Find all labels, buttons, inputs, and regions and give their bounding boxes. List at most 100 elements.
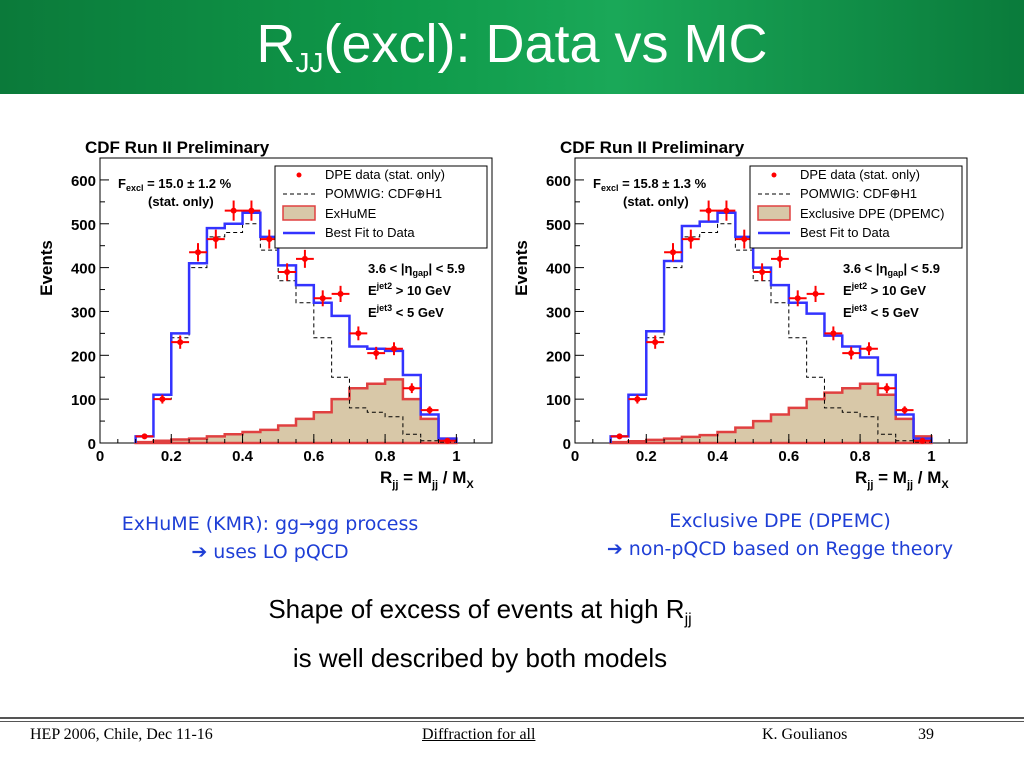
- data-point: [687, 236, 694, 243]
- data-point: [812, 290, 819, 297]
- legend-entry: DPE data (stat. only): [800, 167, 920, 182]
- data-point: [866, 345, 872, 352]
- data-point: [355, 330, 362, 337]
- x-tick-label: 0.2: [161, 448, 182, 465]
- caption-right: Exclusive DPE (DPEMC) ➔ non-pQCD based o…: [540, 507, 1020, 563]
- cut-jet2: Ejet2 > 10 GeV: [368, 281, 451, 298]
- cut-eta-gap: 3.6 < |ηgap| < 5.9: [368, 261, 465, 278]
- caption-right-line1: Exclusive DPE (DPEMC): [669, 510, 891, 532]
- legend-entry: Best Fit to Data: [325, 225, 415, 240]
- fexcl-note: (stat. only): [148, 194, 214, 209]
- data-point: [391, 345, 397, 352]
- legend-entry: POMWIG: CDF⊕H1: [325, 186, 442, 201]
- chart-left: CDF Run II Preliminary Events 0 100 200 300 40…: [30, 128, 510, 500]
- data-point: [723, 207, 730, 214]
- chart-left-svg: CDF Run II Preliminary Events 0 100 200 300 40…: [37, 138, 493, 491]
- fexcl-note: (stat. only): [623, 194, 689, 209]
- x-tick-label: 0.4: [707, 448, 729, 465]
- legend-data-marker: [771, 172, 777, 178]
- y-tick-label: 100: [71, 392, 96, 409]
- legend-entry: POMWIG: CDF⊕H1: [800, 186, 917, 201]
- legend-model-marker: [282, 205, 316, 221]
- legend-entry: Best Fit to Data: [800, 225, 890, 240]
- fexcl-label: Fexcl = 15.0 ± 1.2 %: [118, 176, 232, 193]
- y-tick-label: 100: [546, 392, 571, 409]
- footer-talk-link[interactable]: Diffraction for all: [422, 726, 536, 743]
- y-tick-label: 0: [563, 436, 571, 453]
- chart-right: CDF Run II Preliminary Events 0 100 200 300 40…: [505, 128, 985, 500]
- cut-jet3: Ejet3 < 5 GeV: [843, 303, 919, 320]
- data-point: [266, 236, 273, 243]
- y-tick-label: 600: [546, 173, 571, 190]
- fexcl-label: Fexcl = 15.8 ± 1.3 %: [593, 176, 707, 193]
- y-tick-label: 200: [71, 348, 96, 365]
- caption-left-line2: ➔ uses LO pQCD: [191, 541, 349, 563]
- footer-divider-thin: [0, 721, 1024, 722]
- data-point: [212, 236, 219, 243]
- x-tick-label: 0.4: [232, 448, 254, 465]
- data-point: [741, 236, 748, 243]
- data-point: [652, 339, 659, 346]
- y-tick-label: 300: [546, 304, 571, 321]
- legend-data-marker: [296, 172, 302, 178]
- x-tick-label: 0.8: [850, 448, 871, 465]
- y-tick-label: 400: [546, 261, 571, 278]
- x-tick-label: 1: [927, 448, 935, 465]
- x-tick-label: 0: [96, 448, 104, 465]
- x-tick-label: 1: [452, 448, 460, 465]
- data-point: [830, 330, 837, 337]
- caption-left: ExHuME (KMR): gg→gg process ➔ uses LO pQ…: [60, 510, 480, 566]
- data-point: [195, 249, 201, 256]
- cut-eta-gap: 3.6 < |ηgap| < 5.9: [843, 261, 940, 278]
- y-tick-label: 400: [71, 261, 96, 278]
- legend-entry: ExHuME: [325, 206, 377, 221]
- cut-jet2: Ejet2 > 10 GeV: [843, 281, 926, 298]
- caption-right-line2: ➔ non-pQCD based on Regge theory: [606, 538, 954, 560]
- legend-entry: Exclusive DPE (DPEMC): [800, 206, 944, 221]
- chart-title: CDF Run II Preliminary: [85, 138, 270, 157]
- data-point: [670, 249, 676, 256]
- data-point: [883, 385, 890, 392]
- cut-jet3: Ejet3 < 5 GeV: [368, 303, 444, 320]
- data-point: [426, 407, 433, 414]
- data-point: [373, 350, 380, 357]
- data-point: [284, 269, 291, 275]
- data-point: [794, 295, 801, 302]
- data-point: [919, 437, 926, 444]
- x-tick-label: 0: [571, 448, 579, 465]
- y-tick-label: 300: [71, 304, 96, 321]
- footer-page-number: 39: [918, 726, 934, 743]
- title-bar: [0, 0, 1024, 94]
- data-point: [230, 207, 237, 214]
- footer-event: HEP 2006, Chile, Dec 11-16: [30, 726, 213, 743]
- data-point: [319, 295, 326, 302]
- footer-divider: [0, 717, 1024, 719]
- chart-title: CDF Run II Preliminary: [560, 138, 745, 157]
- footer-author: K. Goulianos: [762, 726, 848, 743]
- legend-model-marker: [757, 205, 791, 221]
- y-tick-label: 600: [71, 173, 96, 190]
- y-axis-label: Events: [37, 240, 56, 296]
- data-point: [616, 433, 623, 440]
- legend-entry: DPE data (stat. only): [325, 167, 445, 182]
- data-point: [705, 207, 712, 214]
- slide-title: RJJ(excl): Data vs MC: [256, 14, 768, 78]
- data-point: [159, 396, 166, 403]
- summary-line1: Shape of excess of events at high Rjj: [268, 594, 692, 629]
- data-point: [444, 437, 451, 444]
- x-tick-label: 0.6: [778, 448, 799, 465]
- data-point: [848, 350, 855, 357]
- data-point: [248, 207, 255, 214]
- summary-text: Shape of excess of events at high Rjj is…: [160, 590, 800, 677]
- chart-right-svg: CDF Run II Preliminary Events 0 100 200 300 40…: [512, 138, 968, 491]
- data-point: [634, 396, 641, 403]
- caption-left-line1: ExHuME (KMR): gg→gg process: [121, 513, 419, 535]
- data-point: [759, 269, 766, 275]
- y-tick-label: 500: [71, 217, 96, 234]
- data-point: [301, 255, 308, 262]
- x-axis-label: Rjj = Mjj / MX: [855, 468, 949, 491]
- data-point: [901, 407, 908, 414]
- x-tick-label: 0.8: [375, 448, 396, 465]
- y-tick-label: 200: [546, 348, 571, 365]
- data-point: [337, 290, 344, 297]
